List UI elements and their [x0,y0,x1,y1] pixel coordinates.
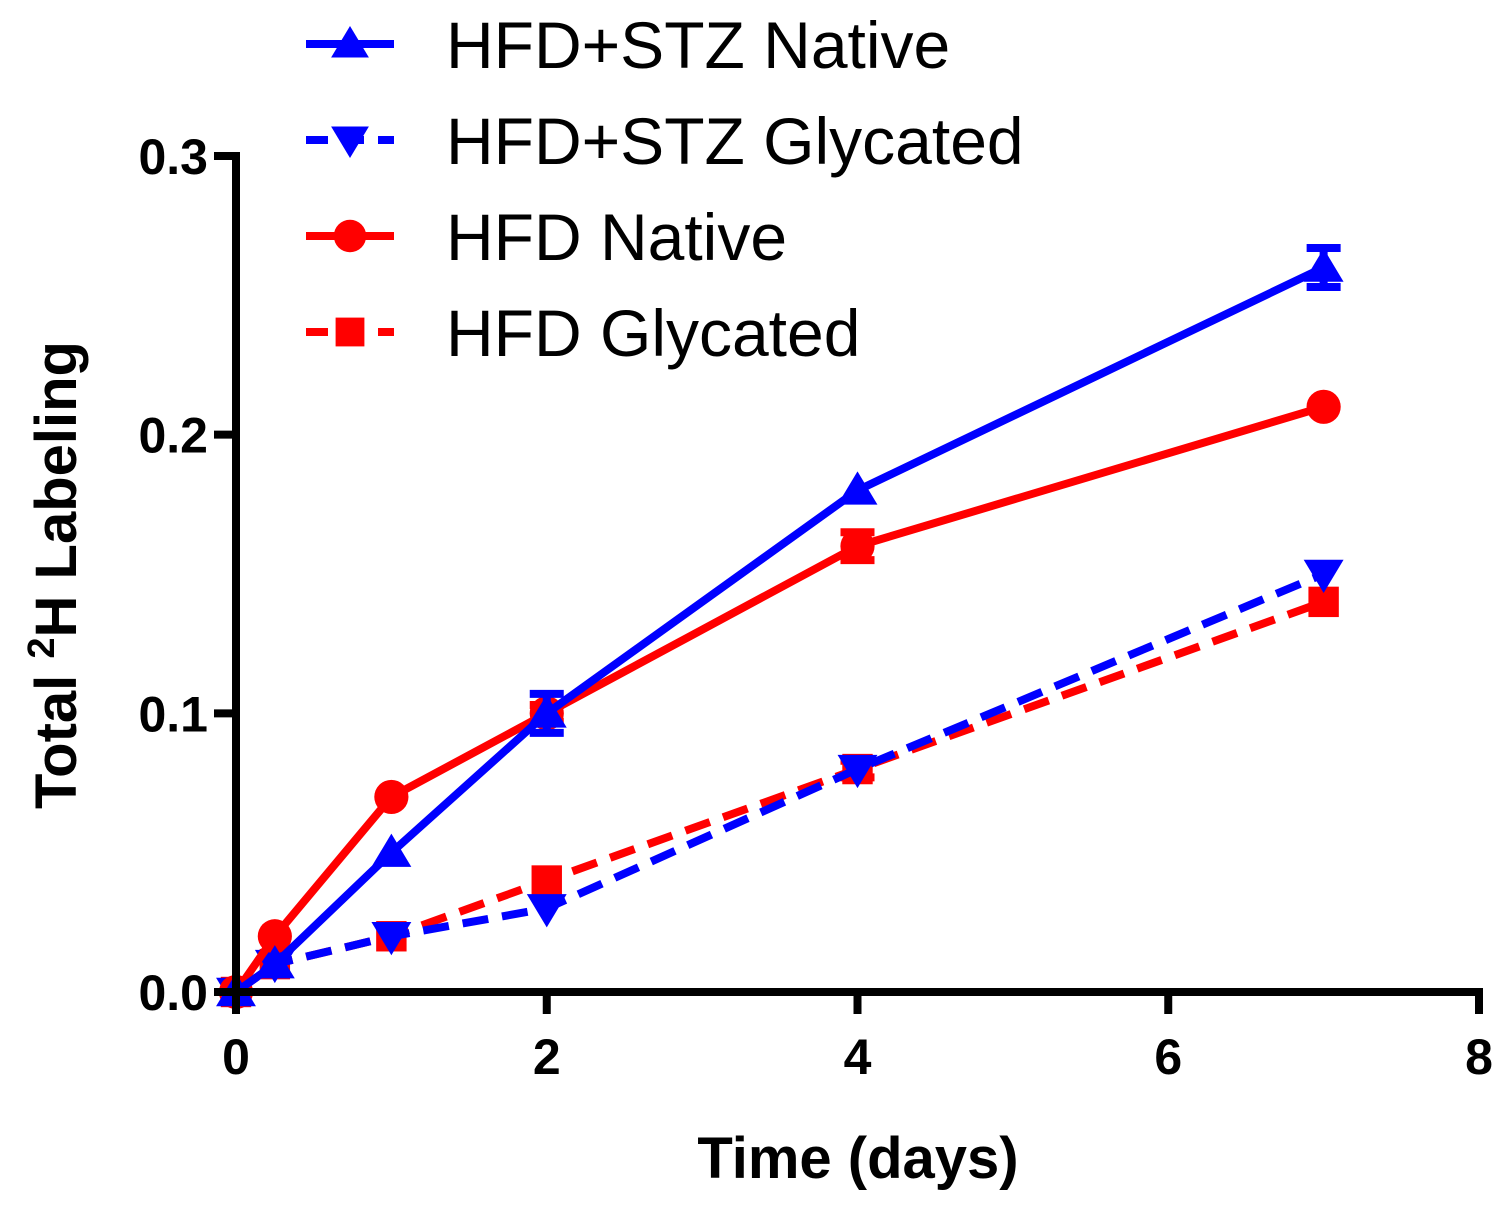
legend-label: HFD Native [446,200,787,274]
data-point [1303,559,1344,593]
y-tick-label: 0.1 [138,686,208,742]
y-axis-title: Total 2H Labeling [21,341,89,809]
data-point [371,833,412,867]
y-axis-title-superscript: 2 [21,637,63,658]
legend-label: HFD+STZ Native [446,8,950,82]
data-point [1303,248,1344,282]
x-tick-label: 6 [1154,1029,1182,1085]
data-point [254,945,295,979]
axes-layer: 0.0 0.1 0.2 0.3 0 2 4 6 8 [138,129,1492,1085]
legend-label: HFD+STZ Glycated [446,104,1024,178]
data-point [374,779,409,815]
series-3 [218,389,1341,1010]
series-line [232,402,1325,995]
x-tick-label: 0 [222,1029,250,1085]
data-point [837,754,878,789]
legend: HFD+STZ Native HFD+STZ Glycated HFD Native… [306,8,1024,370]
data-point [257,919,292,954]
data-point [531,865,562,896]
y-tick-label: 0.0 [138,965,208,1021]
legend-swatch-marker [331,26,369,58]
legend-swatch-marker [335,317,365,347]
x-tick-label: 8 [1465,1029,1493,1085]
legend-swatch-marker [331,126,369,158]
y-axis-title-part-1: Total [24,659,89,809]
legend-swatch-marker [333,219,367,253]
legend-entry-2: HFD+STZ Glycated [306,104,1024,178]
y-axis-title-part-2: H Labeling [24,341,89,637]
series-layer [216,243,1344,1011]
data-point [526,894,567,928]
legend-entry-3: HFD Native [306,200,787,274]
x-ticks: 0 2 4 6 8 [222,992,1493,1085]
y-tick-label: 0.3 [138,129,208,185]
legend-label: HFD Glycated [446,296,860,370]
y-ticks: 0.0 0.1 0.2 0.3 [138,129,236,1021]
data-point [1306,389,1341,424]
legend-entry-4: HFD Glycated [306,296,860,370]
data-point [371,922,412,956]
x-tick-label: 4 [844,1029,872,1085]
series-line [233,570,1326,996]
x-axis-title: Time (days) [697,1126,1018,1191]
series-line [233,263,1326,996]
x-tick-label: 2 [533,1029,561,1085]
data-point [840,529,875,564]
data-point [526,694,567,728]
y-tick-label: 0.2 [138,408,208,464]
series-line [233,598,1325,996]
legend-entry-1: HFD+STZ Native [306,8,950,82]
data-point [837,471,878,505]
